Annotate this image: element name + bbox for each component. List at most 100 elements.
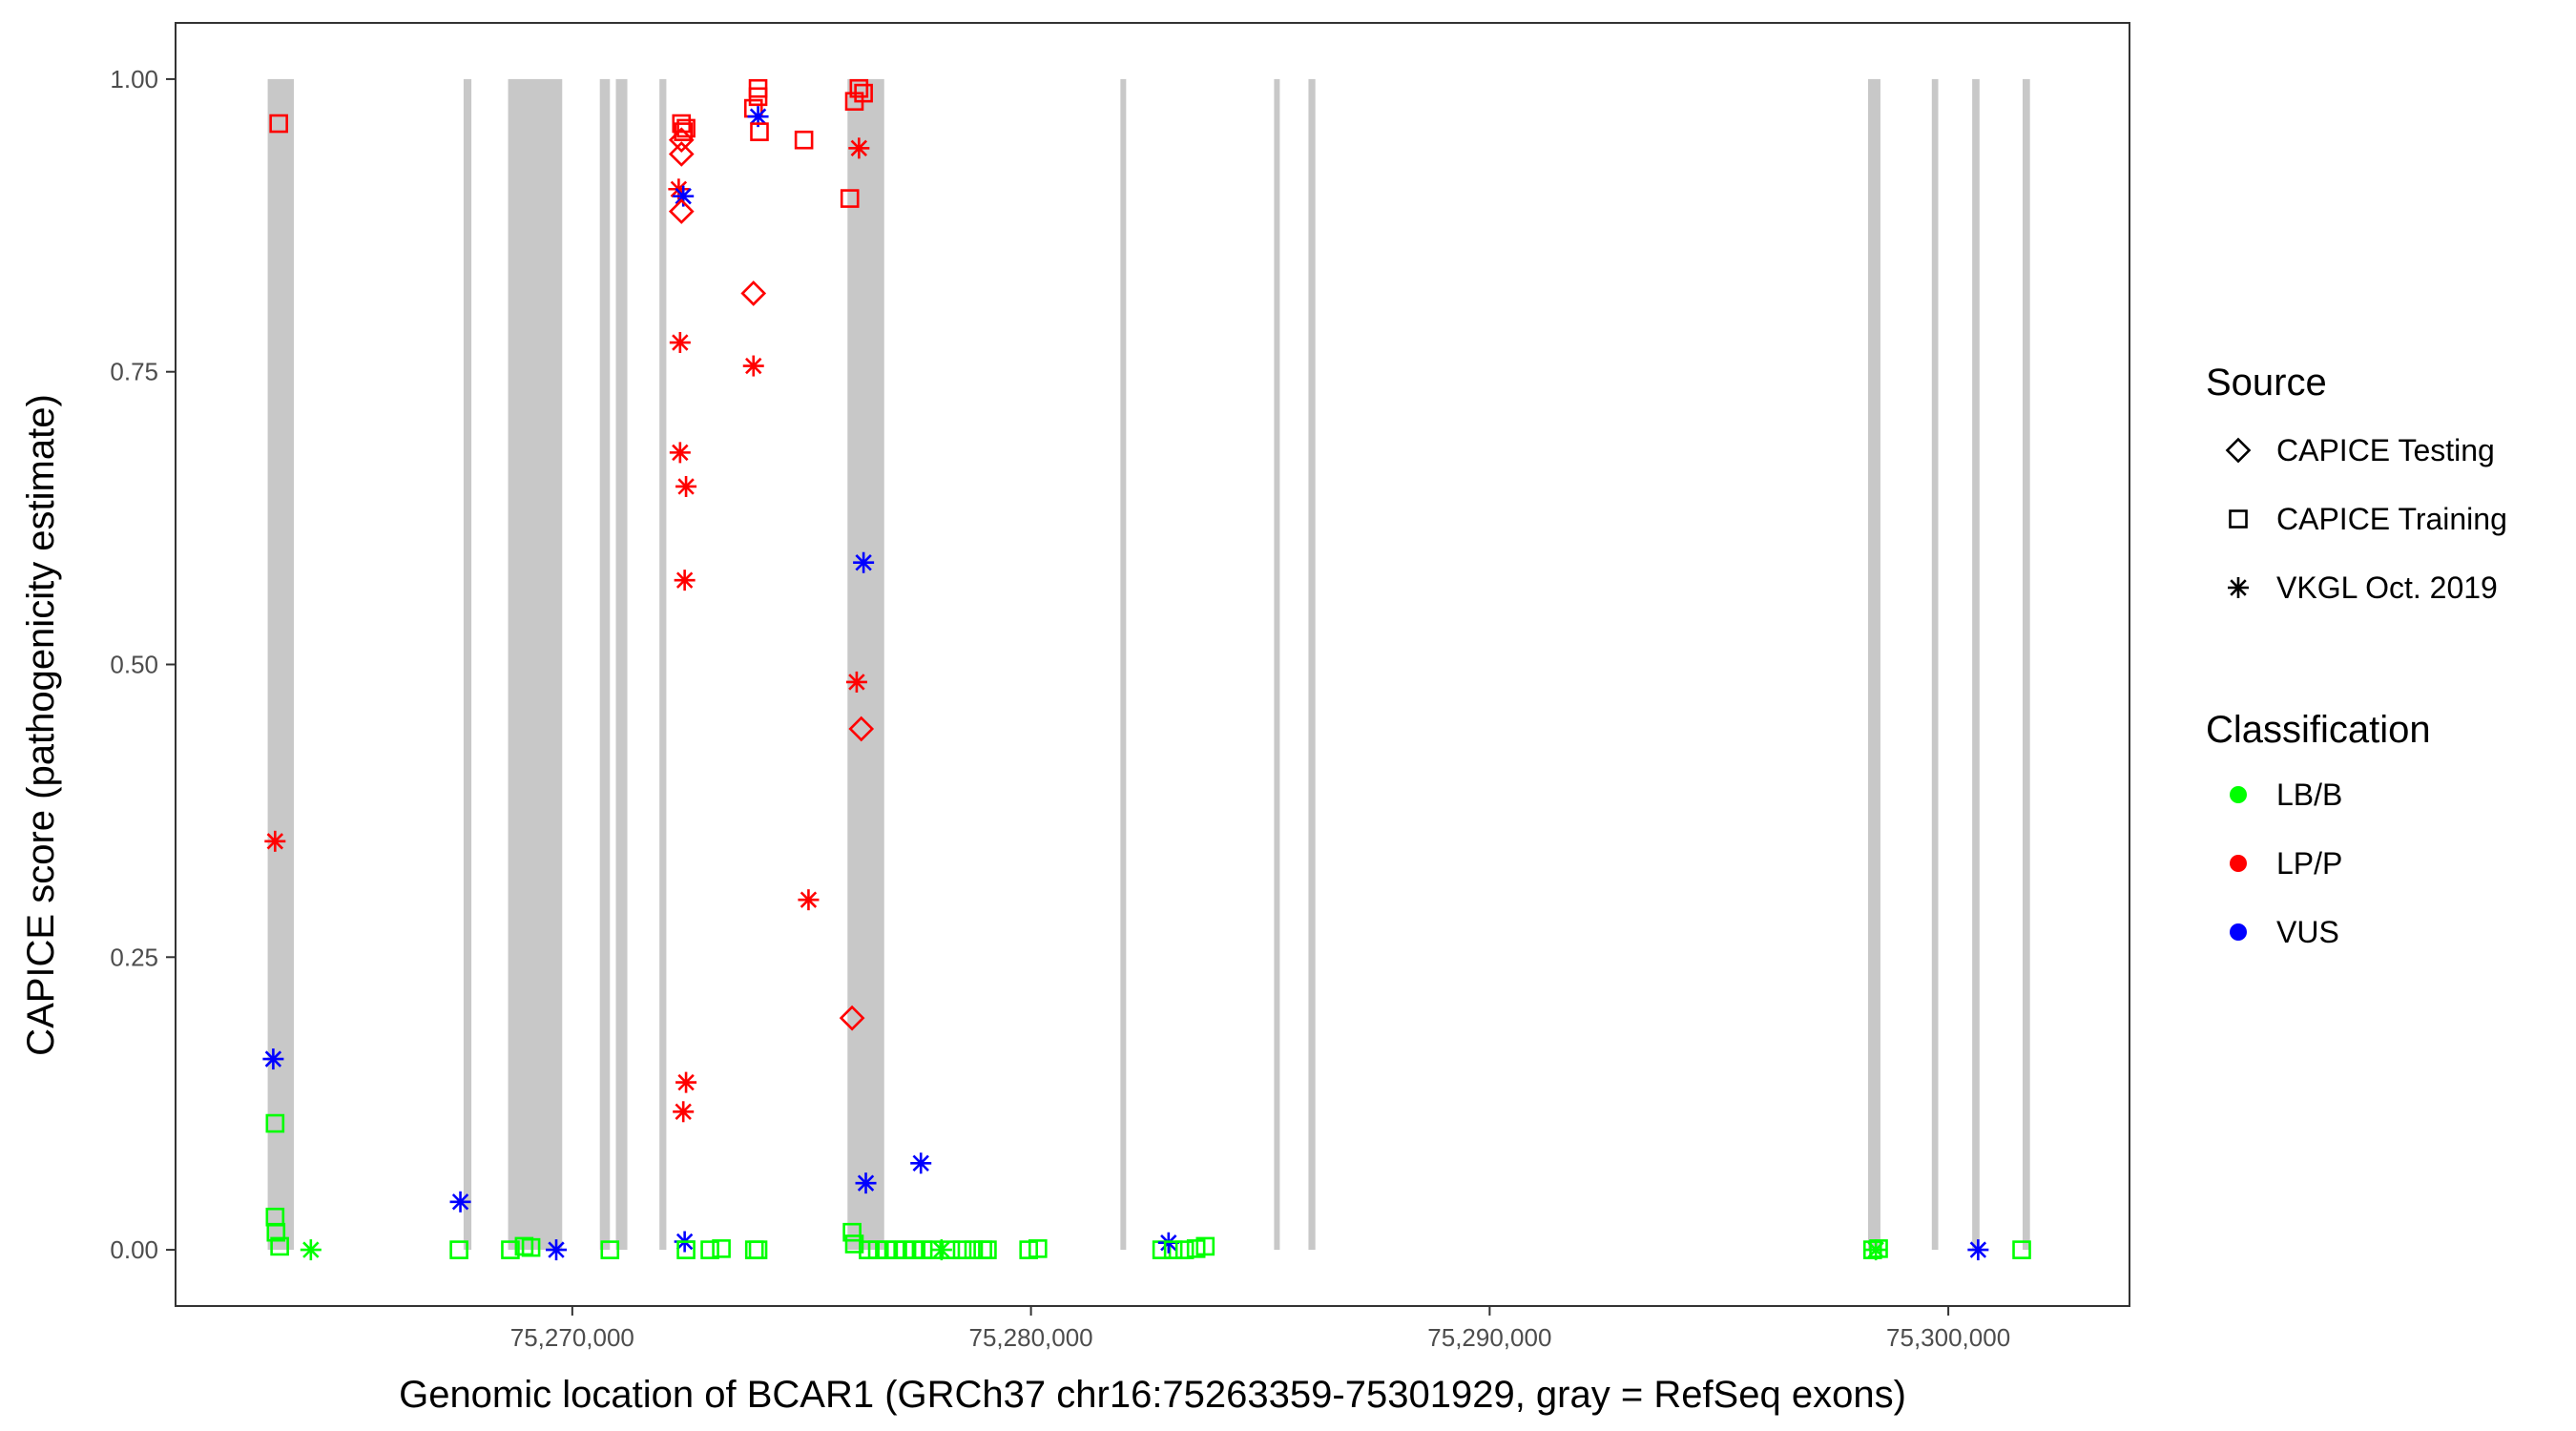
data-point <box>855 1172 877 1194</box>
data-point <box>842 1222 862 1242</box>
data-point <box>1195 1236 1215 1256</box>
exon-band <box>1308 78 1316 1251</box>
exon-band <box>615 78 628 1251</box>
exon-band <box>508 78 563 1251</box>
data-point <box>742 355 764 377</box>
exon-band <box>267 78 295 1251</box>
x-tick-label: 75,290,000 <box>1427 1323 1551 1352</box>
data-point <box>668 127 695 154</box>
data-point <box>1967 1239 1989 1261</box>
data-point <box>2012 1240 2031 1259</box>
data-point <box>501 1240 520 1259</box>
legend-classification-label: LP/P <box>2276 846 2342 881</box>
data-point <box>674 570 696 591</box>
y-axis: 0.00 0.25 0.50 0.75 1.00 <box>110 65 176 1264</box>
data-point <box>449 1191 471 1213</box>
exon-band <box>1931 78 1939 1251</box>
legend-key-diamond <box>2225 437 2252 464</box>
legend-source-label: CAPICE Testing <box>2276 433 2495 467</box>
data-point <box>747 106 769 128</box>
data-point <box>844 1234 864 1254</box>
data-point <box>262 1048 284 1070</box>
data-point <box>848 137 870 159</box>
legend-classification-label: VUS <box>2276 915 2339 949</box>
data-point <box>750 122 769 141</box>
data-point <box>1163 1240 1183 1259</box>
data-point <box>600 1240 620 1259</box>
data-point <box>668 198 695 224</box>
data-point <box>1869 1239 1888 1258</box>
exon-band <box>659 78 667 1251</box>
data-point <box>1028 1239 1048 1258</box>
x-tick-label: 75,280,000 <box>969 1323 1093 1352</box>
exon-band <box>1867 78 1880 1251</box>
data-point <box>669 332 691 354</box>
data-point <box>748 87 768 107</box>
legend-source-title: Source <box>2206 362 2327 404</box>
data-point <box>849 78 869 98</box>
data-point <box>676 1240 696 1259</box>
data-point <box>265 1113 285 1133</box>
data-point <box>740 280 767 306</box>
data-point <box>794 130 814 150</box>
data-point <box>798 889 820 911</box>
data-point <box>840 189 860 208</box>
data-point <box>668 141 695 167</box>
data-point <box>269 114 288 134</box>
data-point <box>839 1005 865 1031</box>
x-tick-label: 75,300,000 <box>1886 1323 2010 1352</box>
data-point <box>853 551 875 573</box>
legend-classification-items: LB/B LP/P VUS <box>2230 778 2342 949</box>
exon-band <box>847 78 884 1251</box>
y-tick-label: 0.50 <box>110 651 158 679</box>
data-point <box>1174 1240 1195 1259</box>
data-point <box>675 1071 697 1093</box>
data-point <box>449 1240 468 1259</box>
data-point <box>673 1101 695 1123</box>
exon-band <box>599 78 611 1251</box>
y-tick-label: 0.75 <box>110 358 158 386</box>
data-point <box>941 1240 961 1259</box>
y-tick-label: 1.00 <box>110 65 158 93</box>
y-axis-title: CAPICE score (pathogenicity estimate) <box>20 394 62 1056</box>
data-point <box>845 671 867 693</box>
legend-source-items: CAPICE Testing CAPICE Training VKGL Oct. 2… <box>2225 433 2507 605</box>
exon-band <box>1972 78 1980 1251</box>
data-point <box>700 1240 719 1259</box>
data-point <box>674 122 693 141</box>
x-axis: 75,270,000 75,280,000 75,290,000 75,300,000 <box>510 1306 2010 1352</box>
data-point <box>675 475 697 497</box>
data-point <box>264 830 286 852</box>
exon-bands <box>267 78 2030 1251</box>
data-point <box>300 1239 322 1261</box>
y-tick-label: 0.25 <box>110 943 158 971</box>
data-point <box>676 118 696 138</box>
data-point <box>669 442 691 464</box>
x-tick-label: 75,270,000 <box>510 1323 634 1352</box>
legend-key-dot <box>2230 855 2247 872</box>
data-point <box>673 185 695 207</box>
exon-band <box>1120 78 1127 1251</box>
data-points <box>262 78 2031 1261</box>
data-point <box>712 1239 731 1258</box>
data-point <box>848 716 875 742</box>
legend: Source Classification CAPICE TestingCAPI… <box>2206 362 2507 949</box>
legend-classification-label: LB/B <box>2276 778 2342 812</box>
data-point <box>854 83 873 103</box>
data-point <box>952 1240 972 1259</box>
exon-band <box>463 78 472 1251</box>
data-point <box>978 1240 997 1259</box>
data-point <box>546 1239 568 1261</box>
legend-source-label: VKGL Oct. 2019 <box>2276 570 2498 605</box>
legend-classification-title: Classification <box>2206 709 2431 751</box>
legend-source-label: CAPICE Training <box>2276 502 2507 536</box>
legend-key-square <box>2229 509 2248 529</box>
data-point <box>270 1236 289 1256</box>
legend-key-dot <box>2230 786 2247 803</box>
data-point <box>748 1240 768 1259</box>
exon-band <box>2022 78 2030 1251</box>
x-axis-title: Genomic location of BCAR1 (GRCh37 chr16:… <box>399 1374 1906 1416</box>
data-point <box>266 1222 286 1242</box>
data-point <box>521 1237 541 1257</box>
